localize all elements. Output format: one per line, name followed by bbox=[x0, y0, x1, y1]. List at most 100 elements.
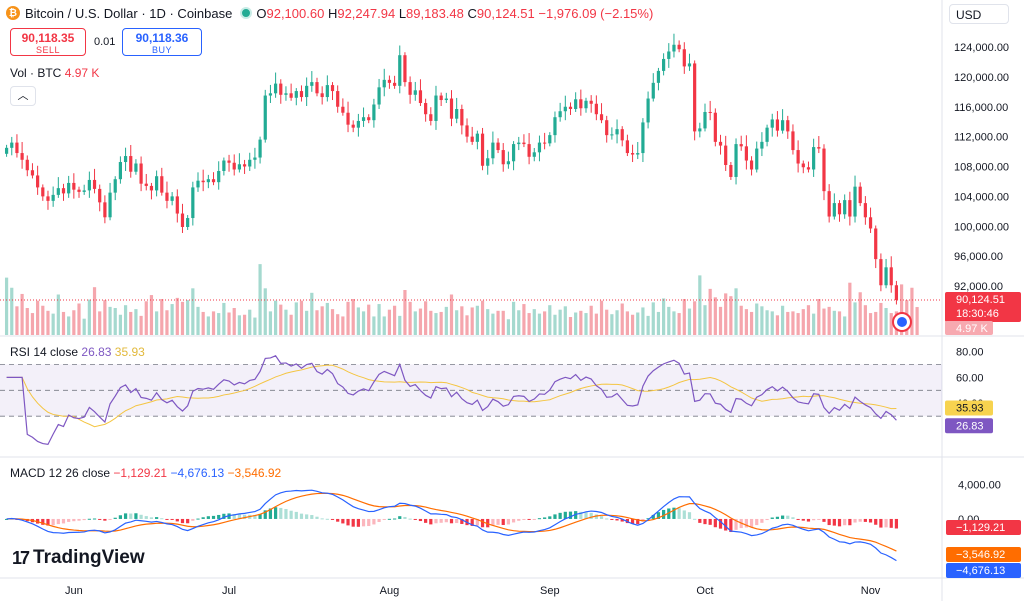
spread-value: 0.01 bbox=[94, 36, 116, 48]
volume-bar bbox=[108, 306, 112, 335]
macd-histogram-bar bbox=[827, 518, 831, 526]
candle-body bbox=[227, 160, 231, 163]
macd-histogram-bar bbox=[672, 507, 676, 519]
macd-histogram-bar bbox=[232, 513, 236, 519]
volume-bar bbox=[320, 306, 324, 335]
candle-body bbox=[677, 44, 681, 50]
macd-histogram-bar bbox=[677, 508, 681, 519]
candle-body bbox=[356, 120, 360, 128]
candle-body bbox=[242, 164, 247, 167]
candle-body bbox=[724, 145, 728, 166]
macd-histogram-bar bbox=[139, 514, 143, 519]
volume-bar bbox=[863, 305, 867, 335]
candle-body bbox=[61, 188, 66, 194]
volume-bar bbox=[315, 310, 319, 335]
macd-histogram-bar bbox=[165, 518, 169, 520]
volume-bar bbox=[165, 310, 169, 335]
macd-histogram-bar bbox=[770, 517, 774, 519]
candle-body bbox=[543, 142, 547, 144]
candle-body bbox=[25, 159, 29, 171]
candle-body bbox=[734, 144, 738, 177]
price-tick-label: 120,000.00 bbox=[954, 72, 1009, 84]
candle-body bbox=[217, 170, 221, 183]
volume-bar bbox=[884, 308, 888, 335]
volume-bar bbox=[517, 310, 521, 335]
volume-bar bbox=[486, 309, 490, 335]
tradingview-logo[interactable]: 17 TradingView bbox=[12, 547, 145, 569]
candle-body bbox=[646, 98, 650, 123]
candle-body bbox=[408, 82, 412, 95]
candle-body bbox=[599, 114, 604, 121]
candle-body bbox=[636, 153, 640, 155]
symbol-title[interactable]: Bitcoin / U.S. Dollar · 1D · Coinbase bbox=[25, 5, 233, 21]
volume-bar bbox=[299, 300, 304, 335]
volume-bar bbox=[630, 314, 635, 335]
candle-body bbox=[615, 129, 619, 135]
volume-bar bbox=[806, 305, 811, 335]
volume-bar bbox=[4, 277, 9, 335]
volume-bar bbox=[703, 305, 707, 335]
volume-bar bbox=[574, 312, 578, 335]
volume-bar bbox=[511, 301, 516, 335]
macd-histogram-bar bbox=[341, 518, 345, 524]
collapse-legend-button[interactable]: ︿ bbox=[10, 86, 36, 106]
candle-body bbox=[879, 259, 883, 286]
open-value: 92,100.60 bbox=[266, 5, 325, 21]
volume-bar bbox=[284, 309, 288, 335]
volume-bar bbox=[346, 301, 350, 335]
candle-body bbox=[806, 167, 811, 170]
volume-bar bbox=[470, 307, 474, 335]
candle-body bbox=[139, 163, 143, 184]
macd-histogram-bar bbox=[294, 511, 298, 519]
buy-button[interactable]: 90,118.36 BUY bbox=[122, 28, 202, 56]
sell-button[interactable]: 90,118.35 SELL bbox=[10, 28, 86, 56]
candle-body bbox=[294, 91, 298, 98]
volume-bar bbox=[341, 316, 345, 335]
candle-body bbox=[532, 152, 536, 157]
macd-histogram-bar bbox=[610, 518, 614, 520]
macd-histogram-bar bbox=[491, 518, 495, 526]
macd-histogram-bar bbox=[113, 517, 117, 519]
volume-bar bbox=[444, 306, 448, 335]
volume-bar bbox=[351, 299, 355, 335]
volume-bar bbox=[67, 316, 71, 335]
candle-body bbox=[682, 49, 686, 67]
macd-histogram-bar bbox=[460, 518, 464, 524]
volume-bar bbox=[770, 311, 774, 335]
candle-body bbox=[429, 114, 433, 121]
candle-body bbox=[801, 163, 805, 168]
volume-bar bbox=[662, 298, 666, 335]
volume-bar bbox=[237, 315, 241, 335]
volume-bar bbox=[113, 308, 117, 335]
volume-bar bbox=[693, 301, 697, 335]
volume-bar bbox=[667, 306, 671, 335]
volume-bar bbox=[279, 304, 283, 335]
candle-body bbox=[10, 142, 14, 148]
candle-body bbox=[770, 119, 774, 128]
macd-histogram-bar bbox=[41, 518, 45, 525]
candle-body bbox=[662, 58, 666, 71]
volume-bar bbox=[760, 306, 764, 335]
candle-body bbox=[641, 122, 645, 154]
volume-tag-label: 4.97 K bbox=[956, 323, 988, 335]
macd-histogram-bar bbox=[279, 507, 283, 519]
candle-body bbox=[594, 103, 598, 115]
volume-bar bbox=[87, 299, 91, 335]
volume-bar bbox=[460, 306, 464, 335]
currency-button[interactable]: USD bbox=[949, 4, 1009, 24]
volume-bar bbox=[217, 313, 221, 335]
volume-bar bbox=[222, 302, 226, 335]
candle-body bbox=[527, 144, 531, 157]
macd-histogram-bar bbox=[87, 518, 91, 520]
volume-bar bbox=[537, 313, 542, 335]
macd-histogram-bar bbox=[863, 518, 867, 522]
candle-body bbox=[51, 194, 55, 201]
sell-price: 90,118.35 bbox=[21, 31, 75, 45]
candle-body bbox=[211, 179, 216, 183]
candle-body bbox=[729, 165, 733, 177]
macd-histogram-bar bbox=[708, 518, 712, 525]
candle-body bbox=[310, 82, 314, 86]
macd-histogram-bar bbox=[548, 516, 552, 519]
sell-label: SELL bbox=[35, 45, 61, 55]
